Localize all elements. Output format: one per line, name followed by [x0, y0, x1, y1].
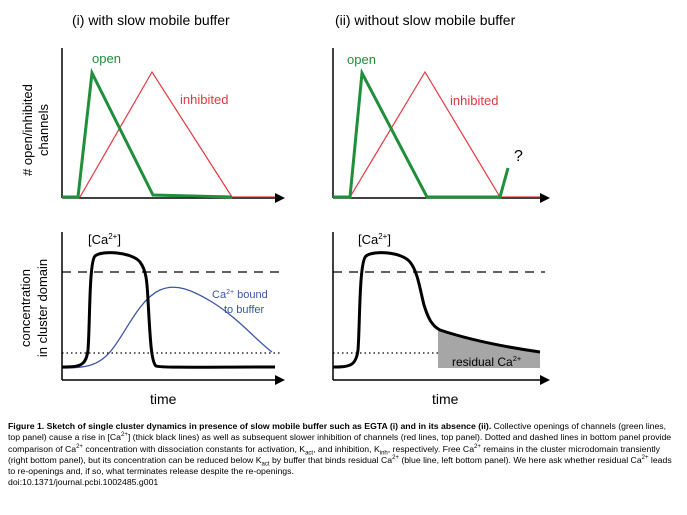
ca-concentration-left	[61, 251, 276, 369]
residual-area	[438, 330, 540, 368]
figure-caption: Figure 1. Sketch of single cluster dynam…	[8, 421, 680, 489]
bottom-left-x-arrow	[275, 375, 285, 385]
top-ylabel-line2: channels	[36, 103, 51, 156]
top-right-panel: open inhibited ?	[332, 48, 550, 203]
caption-text-1: Collective openings of channels (green l…	[8, 421, 667, 443]
bottom-left-panel: [Ca2+] Ca2+ bound to buffer	[61, 232, 285, 385]
bottom-right-x-arrow	[540, 375, 550, 385]
bound-label-line1: Ca2+ bound	[212, 289, 268, 301]
inhibited-line-left	[62, 70, 275, 198]
panel-title-i: (i) with slow mobile buffer	[72, 12, 230, 28]
caption-sup: 2+	[474, 443, 481, 450]
open-line-right	[333, 67, 510, 199]
caption-text-4: , and inhibition, K	[313, 443, 380, 454]
open-label-left: open	[92, 51, 121, 66]
caption-text-7: by buffer that binds residual Ca	[269, 454, 393, 465]
bottom-ylabel-line1: concentration	[18, 269, 33, 347]
caption-text-5: , respectively. Free Ca	[387, 443, 475, 454]
caption-sup: 2+	[392, 455, 399, 461]
question-mark: ?	[514, 148, 523, 165]
xlabel-right: time	[432, 391, 459, 407]
caption-sub-act: act	[261, 461, 270, 468]
bottom-ylabel-line2: in cluster domain	[35, 259, 50, 357]
top-left-panel: open inhibited	[61, 48, 285, 203]
figure-graphic: (i) with slow mobile buffer (ii) without…	[18, 12, 550, 407]
caption-text-9: leads to re-openings and, if so, what te…	[8, 454, 672, 477]
caption-text-8: (blue line, left bottom panel). We here …	[398, 454, 642, 465]
caption-text-3: concentration with dissociation constant…	[82, 443, 306, 454]
bound-label-line2: to buffer	[224, 304, 264, 316]
caption-doi: doi:10.1371/journal.pcbi.1002485.g001	[8, 477, 159, 488]
caption-title: Figure 1. Sketch of single cluster dynam…	[8, 421, 492, 431]
panel-title-ii: (ii) without slow mobile buffer	[335, 12, 516, 28]
caption-sub-inh: inh	[379, 450, 388, 457]
caption-sup: 2+	[76, 443, 83, 450]
caption-sup: 2+	[121, 432, 128, 439]
inhibited-label-right: inhibited	[450, 93, 498, 108]
caption-text-6: remains in the cluster microdomain trans…	[8, 443, 661, 465]
xlabel-left: time	[150, 391, 177, 407]
inhibited-line-right	[333, 70, 540, 198]
caption-sup: 2+	[641, 455, 649, 461]
bottom-right-panel: [Ca2+] residual Ca2+	[332, 232, 550, 385]
ca-label-right: [Ca2+]	[358, 232, 391, 247]
ca-label-left: [Ca2+]	[88, 232, 121, 247]
ca-concentration-right	[332, 251, 541, 369]
top-right-x-arrow	[540, 193, 550, 203]
residual-label: residual Ca2+	[452, 354, 522, 369]
top-ylabel-line1: # open/inhibited	[20, 84, 35, 176]
top-left-x-arrow	[275, 193, 285, 203]
caption-sub-act: act	[305, 450, 314, 457]
open-line-left	[62, 67, 233, 199]
ca-bound-buffer-line	[61, 286, 273, 369]
caption-text-2: ] (thick black lines) as well as subsequ…	[8, 432, 672, 454]
open-label-right: open	[347, 52, 376, 67]
inhibited-label-left: inhibited	[180, 92, 228, 107]
